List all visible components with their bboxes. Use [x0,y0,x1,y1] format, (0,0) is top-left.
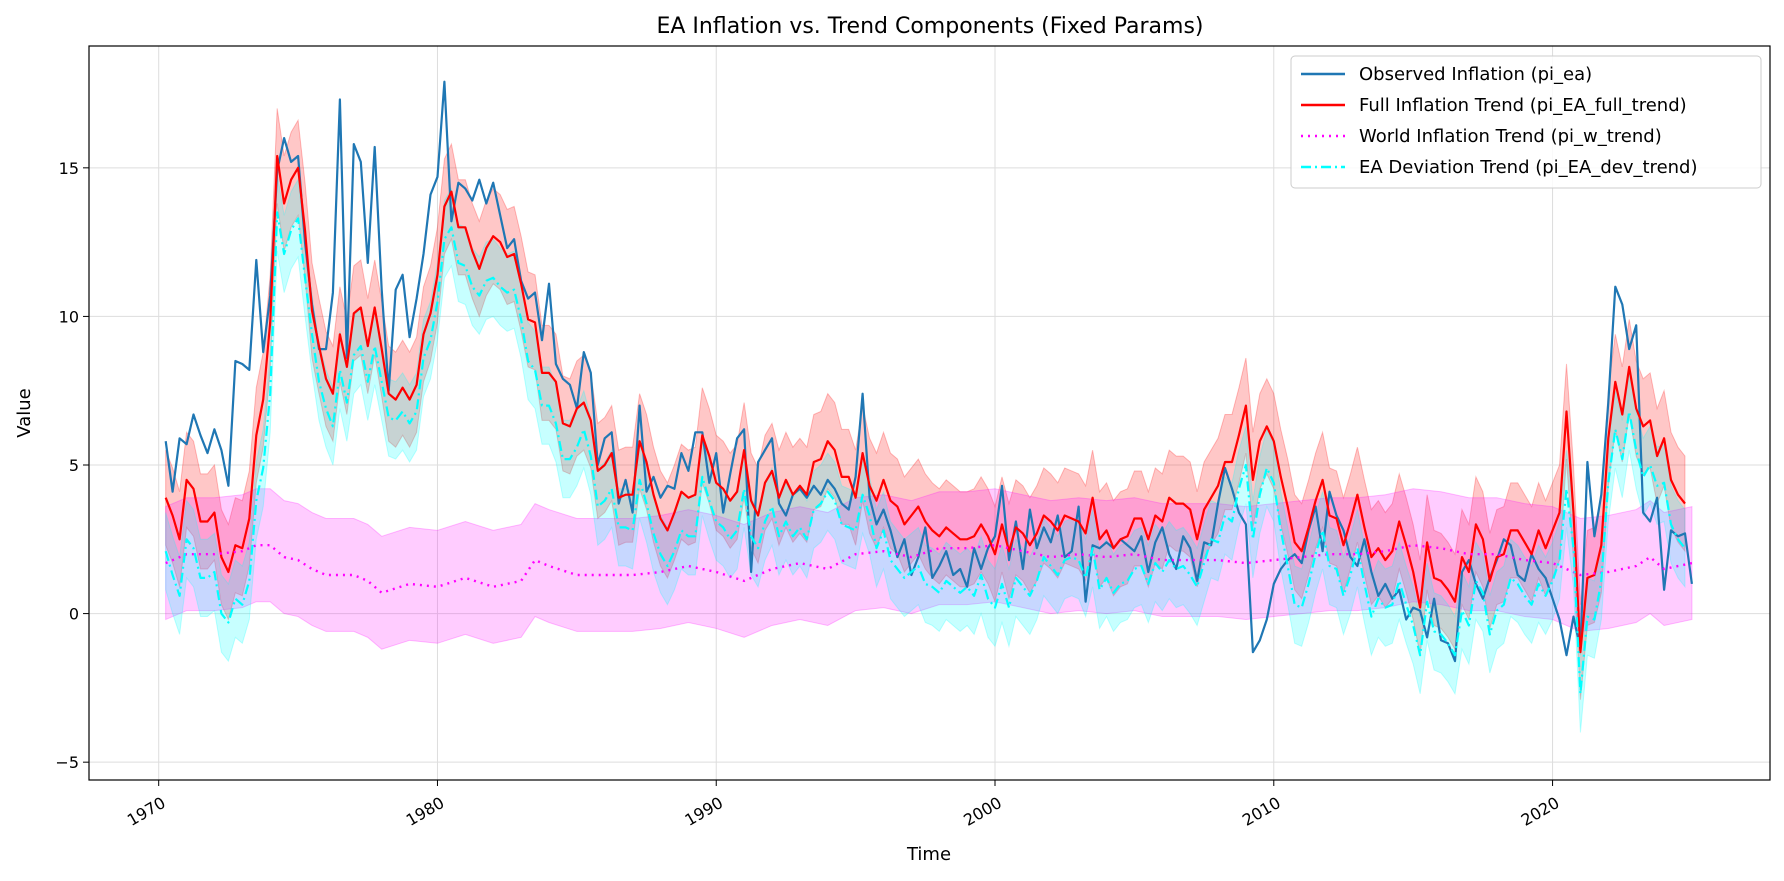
x-axis-ticks: 1970 1980 1990 2000 2010 2020 [124,780,1563,830]
y-tick-label: 15 [59,159,79,178]
legend: Observed Inflation (pi_ea) Full Inflation… [1290,55,1762,189]
series-lines [164,80,1693,695]
x-axis-label: Time [906,844,951,865]
x-tick-label: 2020 [1518,793,1563,830]
y-axis-label: Value [14,388,35,437]
legend-label: World Inflation Trend (pi_w_trend) [1359,126,1662,147]
series-line [165,544,1693,594]
x-tick-label: 2010 [1239,793,1284,830]
series-line [164,80,1693,663]
x-tick-label: 1990 [681,793,726,830]
legend-frame [1290,55,1762,189]
plot-frame [88,45,1771,781]
confidence-bands [165,108,1693,733]
chart-title: EA Inflation vs. Trend Components (Fixed… [656,14,1203,39]
y-tick-label: 0 [69,605,79,624]
y-tick-label: 10 [59,307,79,326]
legend-label: Full Inflation Trend (pi_EA_full_trend) [1359,95,1687,116]
legend-label: Observed Inflation (pi_ea) [1359,64,1592,85]
y-tick-label: 5 [69,456,79,475]
y-axis-ticks: −5 0 5 10 15 [55,159,89,772]
confidence-band [165,488,1693,650]
series-line [164,211,1686,695]
legend-label: EA Deviation Trend (pi_EA_dev_trend) [1359,157,1698,178]
series-line [164,154,1686,654]
y-tick-label: −5 [55,753,79,772]
x-tick-label: 1980 [403,793,448,830]
x-tick-label: 1970 [124,793,169,830]
x-tick-label: 2000 [960,793,1005,830]
